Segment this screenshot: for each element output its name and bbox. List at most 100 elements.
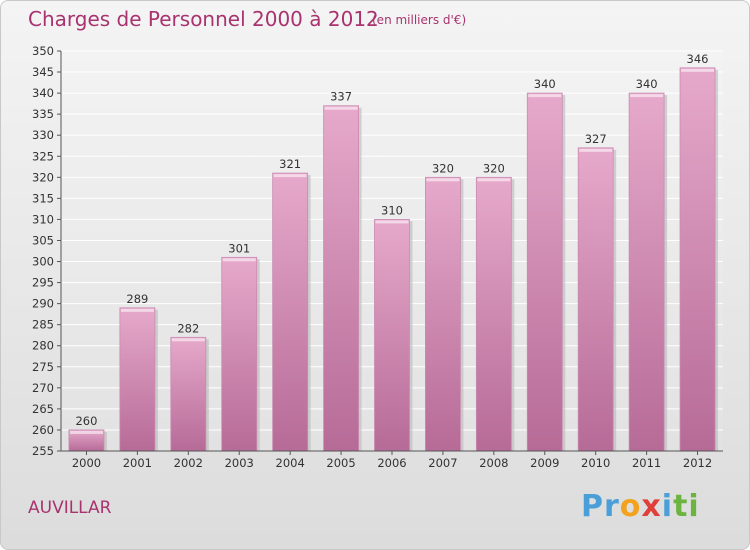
bar-value-label: 340 bbox=[534, 77, 556, 91]
y-tick-label: 325 bbox=[32, 149, 54, 163]
bar-group: 346 bbox=[679, 52, 719, 452]
bar-value-label: 346 bbox=[687, 52, 709, 66]
y-tick-label: 320 bbox=[32, 170, 54, 184]
logo-letter: r bbox=[604, 489, 620, 524]
x-tick-label: 2010 bbox=[581, 456, 610, 470]
x-tick-label: 2006 bbox=[377, 456, 406, 470]
bar-highlight bbox=[375, 220, 409, 224]
y-axis: 255 260 265 270 275 280 285 290 295 300 305 310 315 3… bbox=[32, 44, 62, 458]
bar bbox=[170, 336, 207, 452]
bar-highlight bbox=[120, 308, 154, 312]
bar bbox=[628, 92, 665, 452]
x-tick-label: 2001 bbox=[123, 456, 152, 470]
bar-value-label: 340 bbox=[636, 77, 658, 91]
bar-value-label: 289 bbox=[126, 292, 148, 306]
bar-highlight bbox=[171, 338, 205, 342]
bar-highlight bbox=[324, 106, 358, 110]
bar bbox=[119, 307, 156, 452]
x-tick-label: 2004 bbox=[276, 456, 305, 470]
x-tick-label: 2000 bbox=[72, 456, 101, 470]
y-tick-label: 290 bbox=[32, 297, 54, 311]
y-tick-label: 255 bbox=[32, 444, 54, 458]
logo-letter: x bbox=[641, 489, 662, 524]
bar-group: 260 bbox=[68, 414, 107, 452]
bar-highlight bbox=[426, 178, 460, 182]
bar-group: 327 bbox=[577, 132, 617, 452]
bar-group: 320 bbox=[425, 161, 464, 452]
chart-subtitle: (en milliers d'€) bbox=[372, 13, 467, 27]
bar bbox=[221, 256, 258, 452]
y-tick-label: 295 bbox=[32, 276, 54, 290]
x-tick-label: 2007 bbox=[428, 456, 457, 470]
y-tick-label: 265 bbox=[32, 402, 54, 416]
logo-letter: i bbox=[688, 489, 700, 524]
bar-highlight bbox=[681, 68, 715, 72]
bar-highlight bbox=[579, 148, 613, 152]
bar-value-label: 282 bbox=[177, 321, 199, 335]
x-tick-label: 2011 bbox=[632, 456, 661, 470]
bar-value-label: 301 bbox=[228, 241, 250, 255]
bar-group: 340 bbox=[526, 77, 566, 452]
proxiti-logo: Proxiti bbox=[581, 489, 700, 524]
bar bbox=[374, 219, 410, 452]
y-tick-label: 275 bbox=[32, 360, 54, 374]
bar-group: 320 bbox=[475, 161, 515, 452]
bar-group: 337 bbox=[323, 90, 362, 452]
logo-letter: P bbox=[581, 489, 604, 524]
bar-highlight bbox=[273, 174, 307, 178]
bar-highlight bbox=[222, 258, 256, 262]
x-tick-label: 2005 bbox=[326, 456, 355, 470]
bar bbox=[425, 176, 461, 452]
bar-highlight bbox=[69, 430, 103, 434]
y-tick-label: 285 bbox=[32, 318, 54, 332]
logo-letter: o bbox=[619, 489, 642, 524]
bar-group: 282 bbox=[170, 321, 209, 452]
y-tick-label: 330 bbox=[32, 128, 54, 142]
y-tick-label: 340 bbox=[32, 86, 54, 100]
y-tick-label: 310 bbox=[32, 212, 54, 226]
bar bbox=[323, 105, 359, 452]
bar-value-label: 327 bbox=[585, 132, 607, 146]
chart-title: Charges de Personnel 2000 à 2012 bbox=[28, 7, 379, 31]
x-tick-label: 2002 bbox=[174, 456, 203, 470]
x-tick-label: 2012 bbox=[683, 456, 712, 470]
bar-group: 340 bbox=[628, 77, 668, 452]
x-tick-label: 2003 bbox=[225, 456, 254, 470]
bar-value-label: 320 bbox=[483, 161, 505, 175]
bar bbox=[679, 67, 716, 452]
x-tick-label: 2009 bbox=[530, 456, 559, 470]
bar-value-label: 310 bbox=[381, 203, 403, 217]
bar-value-label: 320 bbox=[432, 161, 454, 175]
logo-letter: t bbox=[673, 489, 689, 524]
bar-highlight bbox=[528, 94, 562, 98]
bar-highlight bbox=[477, 178, 511, 182]
x-axis: 2000 2001 2002 2003 2004 2005 2006 2007 2008 2009… bbox=[61, 450, 723, 470]
town-name: AUVILLAR bbox=[28, 498, 112, 518]
bar-highlight bbox=[630, 94, 664, 98]
y-tick-label: 335 bbox=[32, 107, 54, 121]
bar bbox=[577, 147, 614, 452]
bar-value-label: 337 bbox=[330, 90, 352, 104]
bar bbox=[526, 92, 563, 452]
bar-group: 301 bbox=[221, 241, 260, 452]
bar-group: 310 bbox=[374, 203, 413, 452]
logo-letter: i bbox=[661, 489, 674, 524]
x-tick-label: 2008 bbox=[479, 456, 508, 470]
bar-value-label: 321 bbox=[279, 157, 301, 171]
y-tick-label: 305 bbox=[32, 233, 54, 247]
y-tick-label: 280 bbox=[32, 339, 54, 353]
y-tick-label: 350 bbox=[32, 44, 54, 58]
bars: 260 289 282 301 321 337 310 320 320 340 327 340 346 bbox=[68, 52, 719, 452]
bar-group: 289 bbox=[119, 292, 158, 452]
y-tick-label: 315 bbox=[32, 191, 54, 205]
y-tick-label: 260 bbox=[32, 423, 54, 437]
bar bbox=[475, 176, 512, 452]
y-tick-label: 345 bbox=[32, 65, 54, 79]
y-tick-label: 300 bbox=[32, 255, 54, 269]
y-tick-label: 270 bbox=[32, 381, 54, 395]
bar-value-label: 260 bbox=[75, 414, 97, 428]
bar-group: 321 bbox=[272, 157, 311, 452]
bar bbox=[272, 172, 309, 452]
